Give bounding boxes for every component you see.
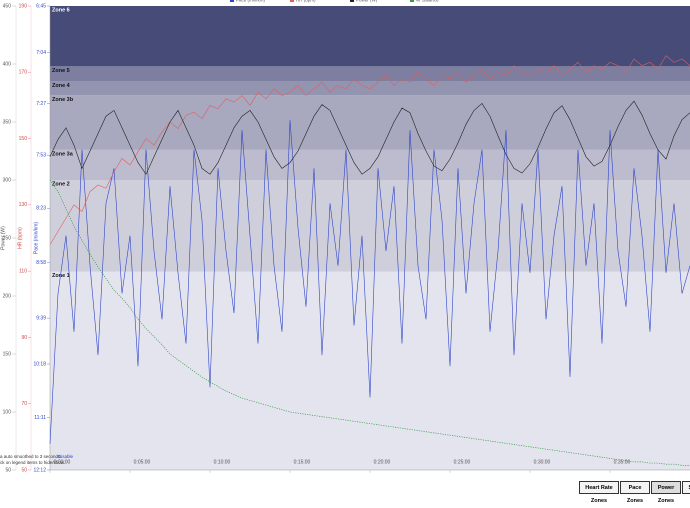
y-tick-label: 100 [3,409,12,415]
zone-label: Zone 2 [52,181,70,187]
pace-tick-label: 8:58 [36,260,46,266]
hr-tick-label: 110 [19,268,27,274]
series-line [49,179,690,466]
legend-label: Power (W) [356,0,378,3]
zone-label: Zone 6 [52,7,70,13]
legend-item[interactable]: HR (bpm) [290,0,316,3]
series-line [49,100,690,175]
hr-tick-label: 90 [21,335,27,341]
hr-tick-label: 50 [21,467,27,473]
hr-tick-label: 170 [19,70,28,76]
x-tick-label: 0:25:00 [454,459,471,465]
pace-tick-label: 6:45 [36,3,46,9]
pace-tick-label: 7:53 [36,153,46,159]
zone-button[interactable]: Heart Rate Zones [579,481,619,504]
zone-label: Zone 5 [52,68,70,74]
legend-swatch [230,0,234,2]
y-tick-label: 200 [3,293,12,299]
zone-band [50,271,690,470]
zone-label: Zone 1 [52,273,70,279]
note-link[interactable]: Disable [58,454,74,459]
x-tick-label: 0:15:00 [294,459,311,465]
y-tick-label: 450 [3,3,12,9]
x-tick-label: 0:00:00 [54,459,71,465]
legend-label: W' Balance [416,0,439,3]
x-tick-label: 0:30:00 [534,459,551,465]
zone-button[interactable]: Sp [682,481,690,494]
legend-swatch [290,0,294,2]
legend-swatch [410,0,414,2]
zone-button[interactable]: Power Zones [651,481,681,504]
x-tick-label: 0:10:00 [214,459,231,465]
chart: Zone 1 Zone 2 Zone 3a Zone 3b Zone 4 Zone 5 Zo… [0,0,690,473]
zone-band [50,149,690,180]
hr-tick-label: 70 [21,401,27,407]
y-tick-label: 400 [3,61,12,67]
series-line [49,55,690,245]
hr-tick-label: 130 [19,202,28,208]
x-tick-label: 0:20:00 [374,459,391,465]
y-tick-label: 150 [3,351,12,357]
legend-item[interactable]: W' Balance [410,0,439,3]
hr-tick-label: 190 [19,3,28,9]
zone-band [50,95,690,150]
pace-axis-title: Pace (min/km) [33,222,39,255]
zone-button[interactable]: Pace Zones [620,481,650,504]
legend-label: Pace (min/km) [236,0,266,3]
pace-tick-label: 9:39 [36,315,46,321]
pace-tick-label: 8:23 [36,206,46,212]
zone-band [50,6,690,67]
y-tick-label: 300 [3,177,12,183]
pace-tick-label: 7:27 [36,101,46,107]
y-tick-label: 50 [5,467,11,473]
legend-swatch [350,0,354,2]
y-axis-title: Power (W) [0,226,6,250]
zone-band [50,66,690,82]
zone-label: Zone 3a [52,151,74,157]
note-text: ck on legend items to hide/show. [0,460,66,465]
pace-tick-label: 12:12 [33,467,46,473]
zone-band [50,180,690,272]
legend-label: HR (bpm) [296,0,316,3]
zone-label: Zone 4 [52,83,71,89]
zone-band [50,81,690,96]
x-tick-label: 0:35:00 [614,459,631,465]
note-text: a auto smoothed to 3 seconds. [0,454,62,459]
hr-axis-title: HR (bpm) [17,227,23,249]
x-tick-label: 0:05:00 [134,459,151,465]
pace-tick-label: 7:04 [36,50,46,56]
zone-label: Zone 3b [52,97,74,103]
hr-tick-label: 150 [19,136,28,142]
y-tick-label: 350 [3,119,12,125]
pace-tick-label: 11:11 [34,415,46,421]
legend-item[interactable]: Pace (min/km) [230,0,266,3]
series-line [49,120,690,444]
y-tick-label: 250 [3,235,12,241]
pace-tick-label: 10:18 [33,361,46,367]
legend-item[interactable]: Power (W) [350,0,378,3]
